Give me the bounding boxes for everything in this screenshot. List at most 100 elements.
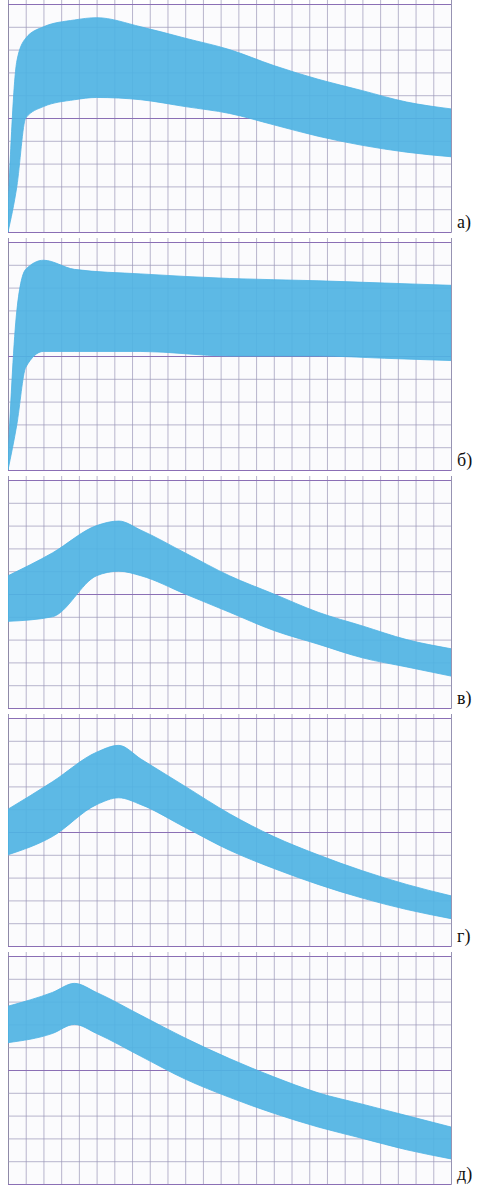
x-tick — [309, 476, 310, 708]
x-grid-line — [132, 952, 133, 1184]
y-tick — [8, 470, 451, 471]
y-tick — [8, 979, 451, 980]
x-grid-line — [451, 952, 452, 1184]
panel-label: в) — [457, 688, 472, 709]
y-tick — [8, 741, 451, 742]
x-grid-line — [97, 476, 98, 708]
y-grid-line — [8, 209, 451, 210]
x-grid-line — [26, 952, 27, 1184]
plot-background — [8, 718, 451, 946]
y-tick — [8, 164, 451, 165]
y-grid-line — [8, 164, 451, 165]
x-tick — [451, 714, 452, 946]
x-axis-line — [9, 476, 452, 709]
x-grid-line — [345, 476, 346, 708]
y-axis — [8, 957, 451, 1185]
x-grid-line — [274, 952, 275, 1184]
x-tick — [185, 714, 186, 946]
x-grid-line — [221, 0, 222, 232]
y-grid-line — [8, 946, 451, 947]
x-tick — [274, 952, 275, 1184]
y-axis-line — [9, 481, 452, 709]
x-tick — [451, 952, 452, 1184]
x-grid-line — [327, 714, 328, 946]
x-tick — [398, 476, 399, 708]
x-tick — [167, 476, 168, 708]
x-tick — [345, 714, 346, 946]
panel-label: г) — [457, 926, 470, 947]
x-grid-line — [451, 714, 452, 946]
x-grid-line — [398, 714, 399, 946]
x-tick — [292, 714, 293, 946]
trace-band — [8, 745, 451, 918]
x-grid-line — [167, 238, 168, 470]
x-grid-line — [114, 952, 115, 1184]
x-grid-line — [167, 714, 168, 946]
y-grid-line — [8, 379, 451, 380]
x-tick — [167, 238, 168, 470]
x-tick — [167, 714, 168, 946]
x-tick — [398, 952, 399, 1184]
x-tick — [362, 476, 363, 708]
y-tick — [8, 503, 451, 504]
x-grid-line — [132, 238, 133, 470]
y-grid-line — [8, 1047, 451, 1048]
x-grid-line — [150, 238, 151, 470]
x-axis — [9, 0, 452, 233]
trace-band — [8, 521, 451, 676]
x-grid-line — [327, 476, 328, 708]
y-tick — [8, 946, 451, 947]
y-axis — [8, 243, 451, 471]
panel-label: д) — [457, 1164, 472, 1185]
y-grid-line — [8, 979, 451, 980]
x-grid-line — [433, 476, 434, 708]
y-grid-line — [8, 424, 451, 425]
y-grid-line — [8, 526, 451, 527]
x-axis-line — [9, 0, 452, 233]
x-grid-line — [132, 714, 133, 946]
x-tick — [362, 714, 363, 946]
x-grid-line — [362, 714, 363, 946]
x-tick — [43, 952, 44, 1184]
plot-background — [8, 4, 451, 232]
x-tick — [380, 476, 381, 708]
marks — [8, 521, 451, 676]
y-axis-line — [9, 719, 452, 947]
plot-background — [8, 956, 451, 1184]
x-grid-line — [416, 476, 417, 708]
x-tick — [150, 238, 151, 470]
x-axis — [9, 476, 452, 709]
trace-band — [8, 983, 451, 1159]
x-tick — [451, 0, 452, 232]
x-grid-line — [274, 476, 275, 708]
y-tick — [8, 480, 451, 481]
x-tick — [451, 476, 452, 708]
x-grid-line — [79, 714, 80, 946]
x-tick — [292, 952, 293, 1184]
x-tick — [114, 476, 115, 708]
x-grid-line — [256, 952, 257, 1184]
x-tick — [97, 476, 98, 708]
y-tick — [8, 232, 451, 233]
x-grid-line — [292, 476, 293, 708]
x-tick — [221, 0, 222, 232]
x-tick — [79, 714, 80, 946]
marks — [8, 983, 451, 1159]
x-tick — [114, 952, 115, 1184]
y-tick — [8, 4, 451, 5]
y-tick — [8, 764, 451, 765]
x-grid-line — [398, 476, 399, 708]
y-grid-line — [8, 718, 451, 719]
marks — [8, 260, 451, 470]
x-grid-line — [309, 714, 310, 946]
y-grid-line — [8, 708, 451, 709]
y-grid-line — [8, 232, 451, 233]
y-grid-line — [8, 265, 451, 266]
x-grid-line — [398, 952, 399, 1184]
x-tick — [97, 952, 98, 1184]
panel — [8, 952, 452, 1185]
x-grid-line — [97, 714, 98, 946]
y-grid-line — [8, 855, 451, 856]
x-grid-line — [185, 714, 186, 946]
x-tick — [150, 476, 151, 708]
